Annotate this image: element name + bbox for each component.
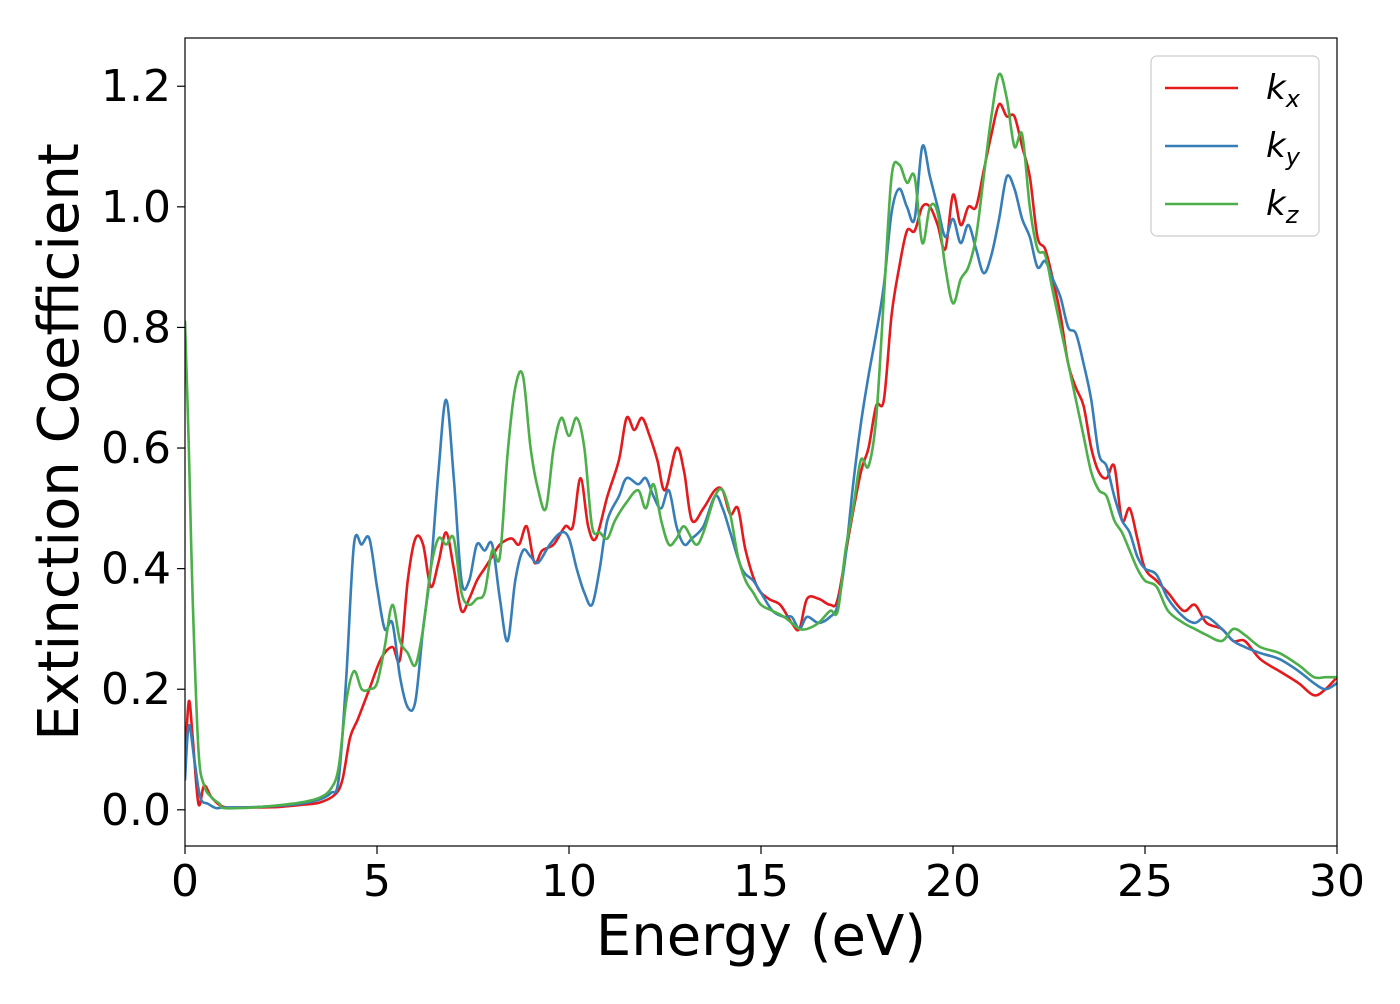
x-tick-label: 0 bbox=[171, 856, 199, 907]
x-tick-label: 10 bbox=[541, 856, 597, 907]
y-tick-label: 0.8 bbox=[101, 302, 171, 353]
x-tick-label: 30 bbox=[1309, 856, 1365, 907]
y-axis-title: Extinction Coefficient bbox=[27, 143, 92, 741]
x-tick-label: 5 bbox=[363, 856, 391, 907]
x-tick-label: 15 bbox=[733, 856, 789, 907]
x-tick-label: 20 bbox=[925, 856, 981, 907]
y-axis-ticks: 0.0 0.2 0.4 0.6 0.8 1.0 1.2 bbox=[101, 61, 185, 836]
series-line-k-z bbox=[185, 72, 1337, 810]
series-layer bbox=[185, 72, 1337, 810]
y-tick-label: 0.0 bbox=[101, 785, 171, 836]
y-tick-label: 0.2 bbox=[101, 664, 171, 715]
x-tick-label: 25 bbox=[1117, 856, 1173, 907]
y-tick-label: 1.2 bbox=[101, 61, 171, 112]
y-tick-label: 0.6 bbox=[101, 423, 171, 474]
y-tick-label: 0.4 bbox=[101, 544, 171, 595]
x-axis-ticks: 0 5 10 15 20 25 30 bbox=[171, 846, 1365, 907]
series-line-k-y bbox=[185, 144, 1337, 810]
y-tick-label: 1.0 bbox=[101, 182, 171, 233]
x-axis-title: Energy (eV) bbox=[596, 904, 926, 969]
